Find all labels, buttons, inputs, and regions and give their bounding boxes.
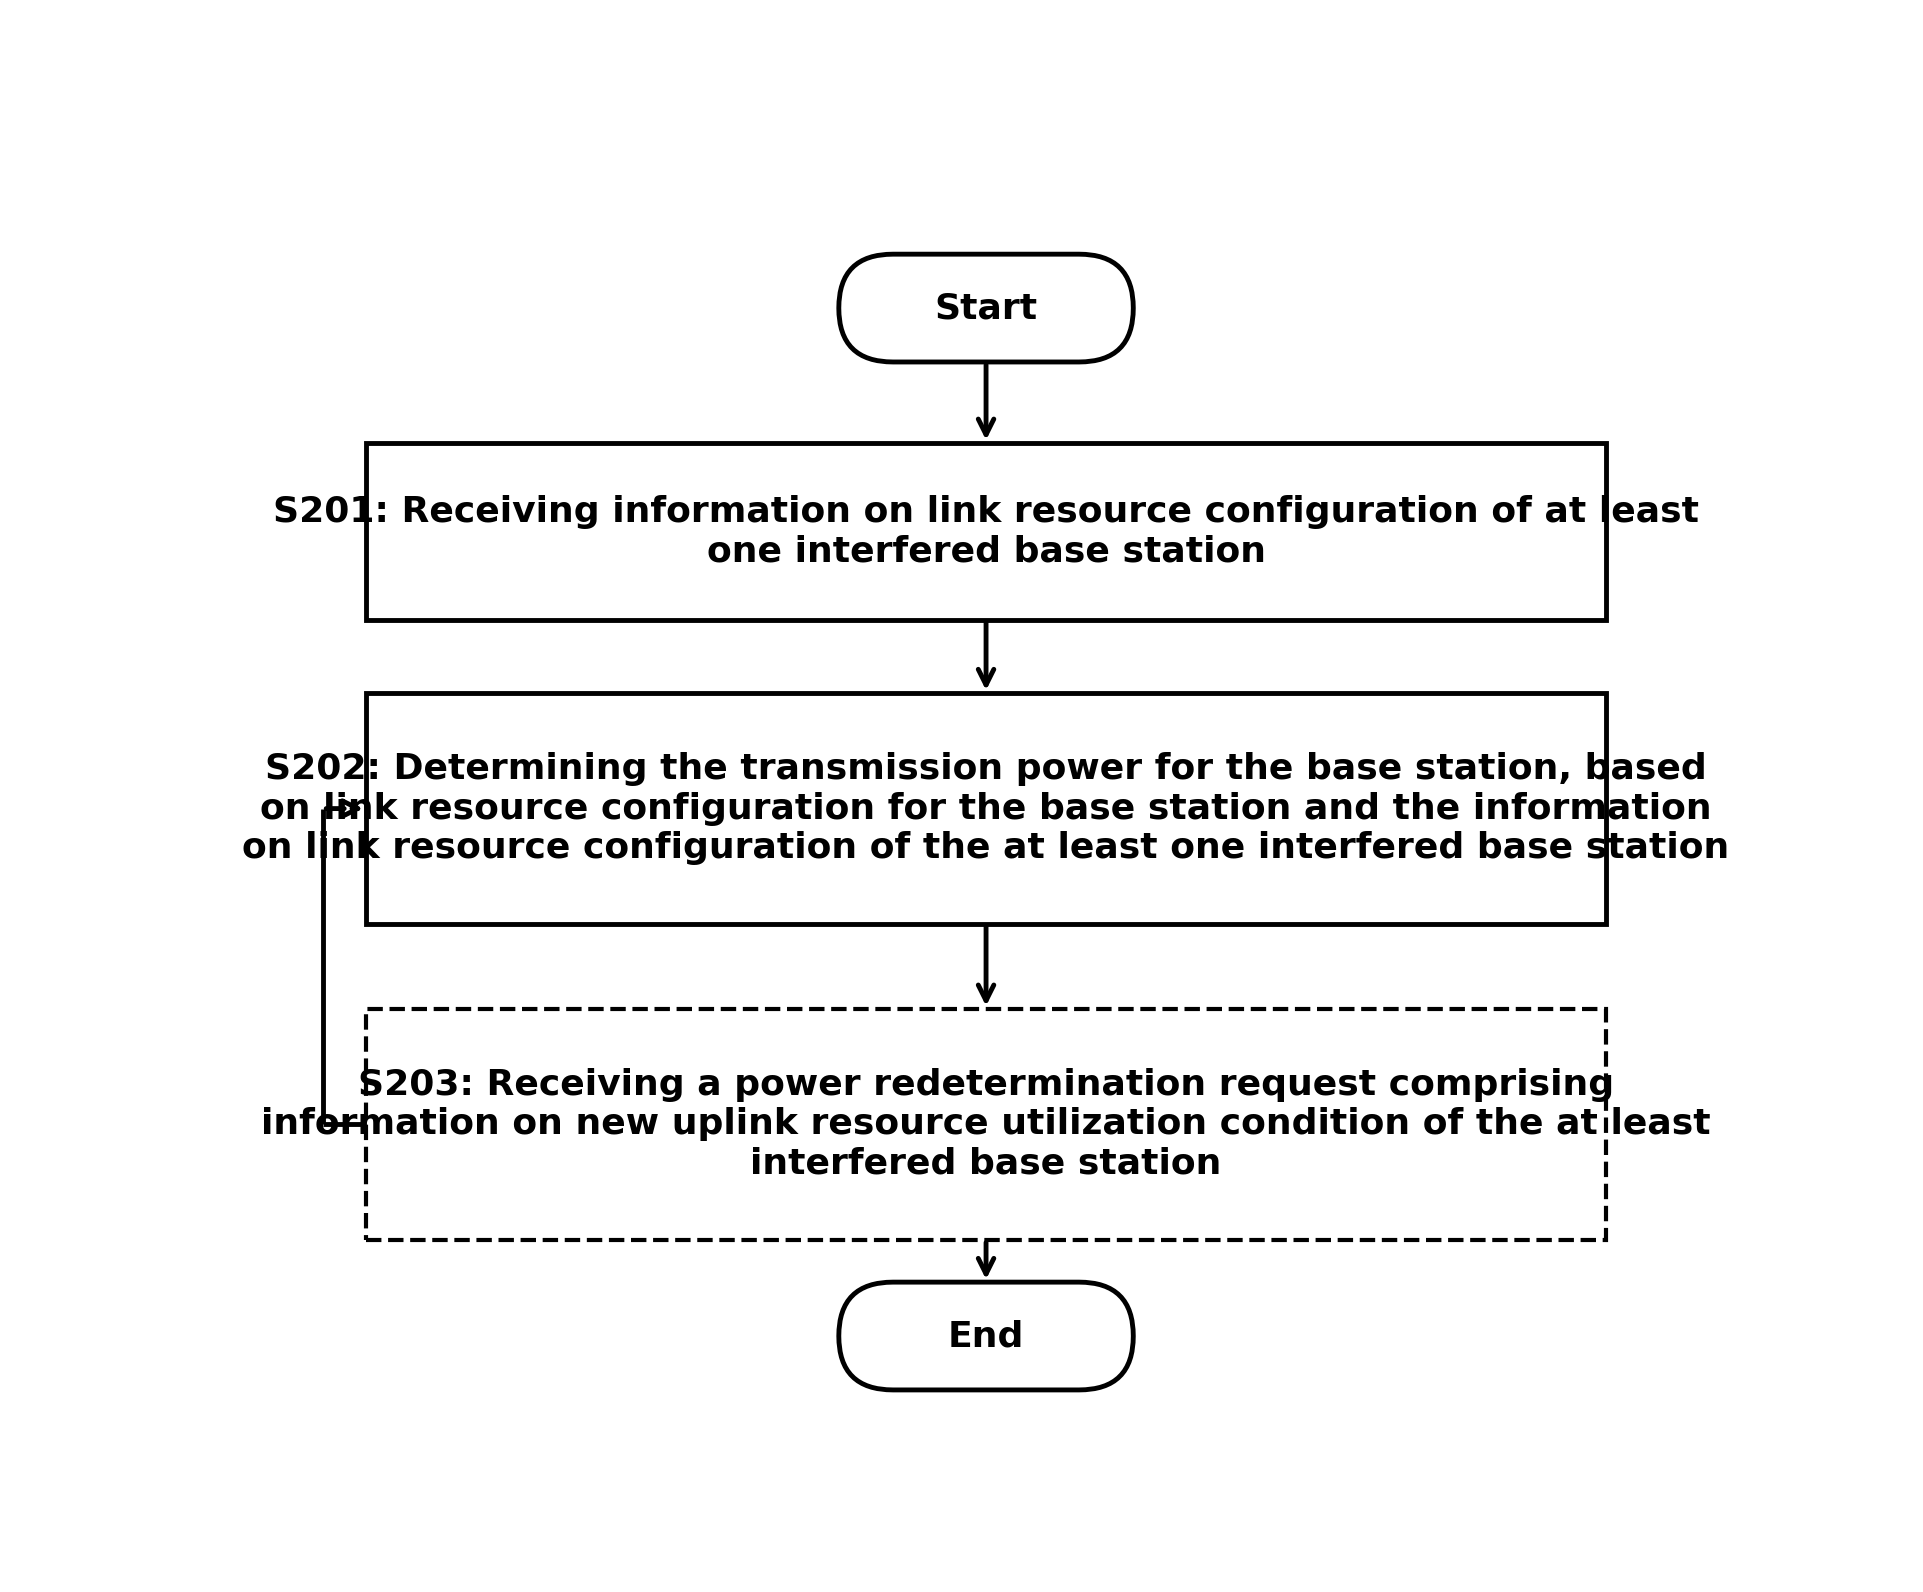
FancyBboxPatch shape xyxy=(365,443,1606,619)
Text: S202: Determining the transmission power for the base station, based
on link res: S202: Determining the transmission power… xyxy=(242,751,1729,864)
FancyBboxPatch shape xyxy=(365,1009,1606,1240)
FancyBboxPatch shape xyxy=(365,693,1606,923)
FancyBboxPatch shape xyxy=(838,1282,1133,1390)
Text: Start: Start xyxy=(935,291,1036,325)
FancyBboxPatch shape xyxy=(838,255,1133,361)
Text: S201: Receiving information on link resource configuration of at least
one inter: S201: Receiving information on link reso… xyxy=(273,495,1698,568)
Text: S203: Receiving a power redetermination request comprising
information on new up: S203: Receiving a power redetermination … xyxy=(262,1068,1710,1181)
Text: End: End xyxy=(948,1320,1023,1353)
